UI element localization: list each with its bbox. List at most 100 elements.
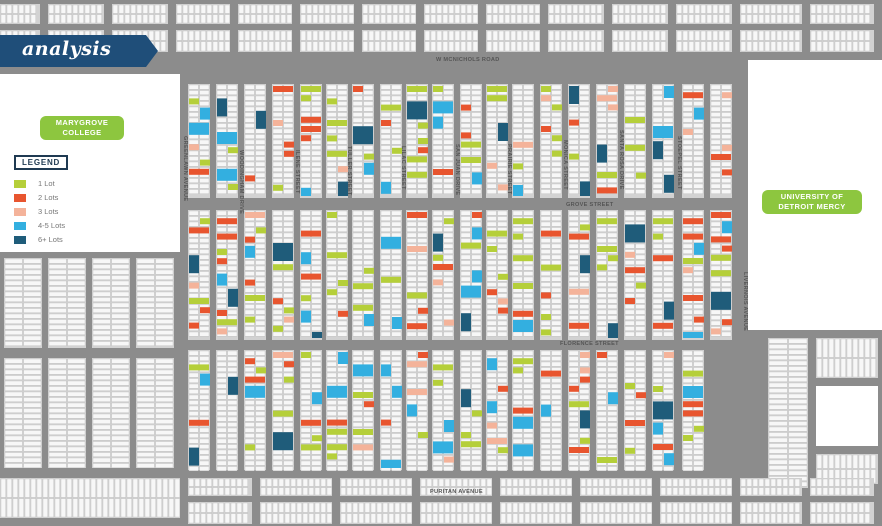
parcel [635, 95, 646, 101]
parcel [443, 249, 454, 255]
parcel [708, 513, 715, 524]
parcel [560, 41, 567, 52]
parcel [646, 513, 653, 524]
street-label-ilene: ILENE STREET [294, 150, 300, 194]
parcel [560, 502, 567, 513]
parcel [67, 313, 86, 319]
parcel [551, 167, 562, 173]
parcel [432, 326, 443, 332]
parcel [224, 14, 231, 24]
legend-title: LEGEND [14, 155, 69, 170]
parcel [283, 427, 294, 433]
vacant-lot [200, 107, 210, 120]
parcel [840, 478, 847, 487]
parcel [666, 487, 673, 496]
parcel [417, 254, 428, 260]
parcel [480, 487, 487, 496]
parcel [660, 487, 667, 496]
parcel [566, 30, 573, 41]
parcel [444, 513, 451, 524]
parcel [596, 276, 607, 282]
parcel [404, 14, 411, 24]
parcel [740, 502, 747, 513]
parcel [155, 324, 174, 330]
parcel [663, 372, 674, 378]
parcel [726, 513, 733, 524]
parcel [244, 466, 255, 472]
parcel [788, 415, 808, 421]
parcel [363, 416, 374, 422]
parcel [444, 478, 451, 487]
parcel [227, 411, 238, 417]
parcel [443, 326, 454, 332]
parcel [486, 172, 497, 178]
parcel [607, 304, 618, 310]
parcel [443, 298, 454, 304]
parcel [816, 358, 823, 378]
parcel [846, 478, 853, 487]
parcel [636, 4, 643, 14]
parcel [768, 399, 788, 405]
parcel [696, 502, 703, 513]
street-label-prairie: PRAIRIE STREET [506, 144, 512, 195]
parcel [255, 134, 266, 140]
parcel [568, 304, 579, 310]
parcel [283, 405, 294, 411]
parcel [471, 167, 482, 173]
parcel [580, 502, 587, 513]
parcel [497, 361, 508, 367]
parcel [810, 513, 817, 524]
parcel [471, 95, 482, 101]
parcel [363, 438, 374, 444]
vacant-lot [580, 410, 590, 429]
parcel [272, 210, 283, 216]
parcel [460, 427, 471, 433]
parcel [663, 394, 674, 400]
parcel [540, 389, 551, 395]
parcel [551, 172, 562, 178]
parcel [721, 178, 732, 184]
parcel [652, 189, 663, 195]
parcel [693, 309, 704, 315]
parcel [864, 478, 871, 487]
parcel [272, 161, 283, 167]
vacant-lot [487, 246, 497, 252]
vacant-lot [444, 218, 454, 225]
parcel [768, 426, 788, 432]
parcel [834, 487, 841, 496]
parcel [188, 309, 199, 315]
parcel [417, 95, 428, 101]
parcel [690, 502, 697, 513]
parcel [740, 30, 747, 41]
parcel [380, 265, 391, 271]
parcel [96, 14, 103, 24]
parcel [92, 358, 111, 364]
parcel [710, 243, 721, 249]
vacant-lot [487, 422, 497, 429]
parcel [579, 304, 590, 310]
parcel [250, 41, 257, 52]
parcel [523, 243, 534, 249]
parcel [278, 502, 285, 513]
parcel [560, 478, 567, 487]
vacant-lot [487, 230, 507, 237]
parcel [272, 145, 283, 151]
parcel [311, 106, 322, 112]
vacant-lot [381, 276, 401, 283]
parcel [312, 4, 319, 14]
parcel [244, 416, 255, 422]
vacant-lot [284, 316, 294, 323]
parcel [566, 487, 573, 496]
parcel [635, 254, 646, 260]
parcel [497, 238, 508, 244]
parcel [596, 304, 607, 310]
parcel [48, 435, 67, 441]
parcel [24, 4, 31, 14]
parcel [92, 452, 111, 458]
parcel [676, 41, 683, 52]
parcel [417, 400, 428, 406]
parcel [426, 478, 433, 487]
parcel [326, 167, 337, 173]
parcel [840, 30, 847, 41]
